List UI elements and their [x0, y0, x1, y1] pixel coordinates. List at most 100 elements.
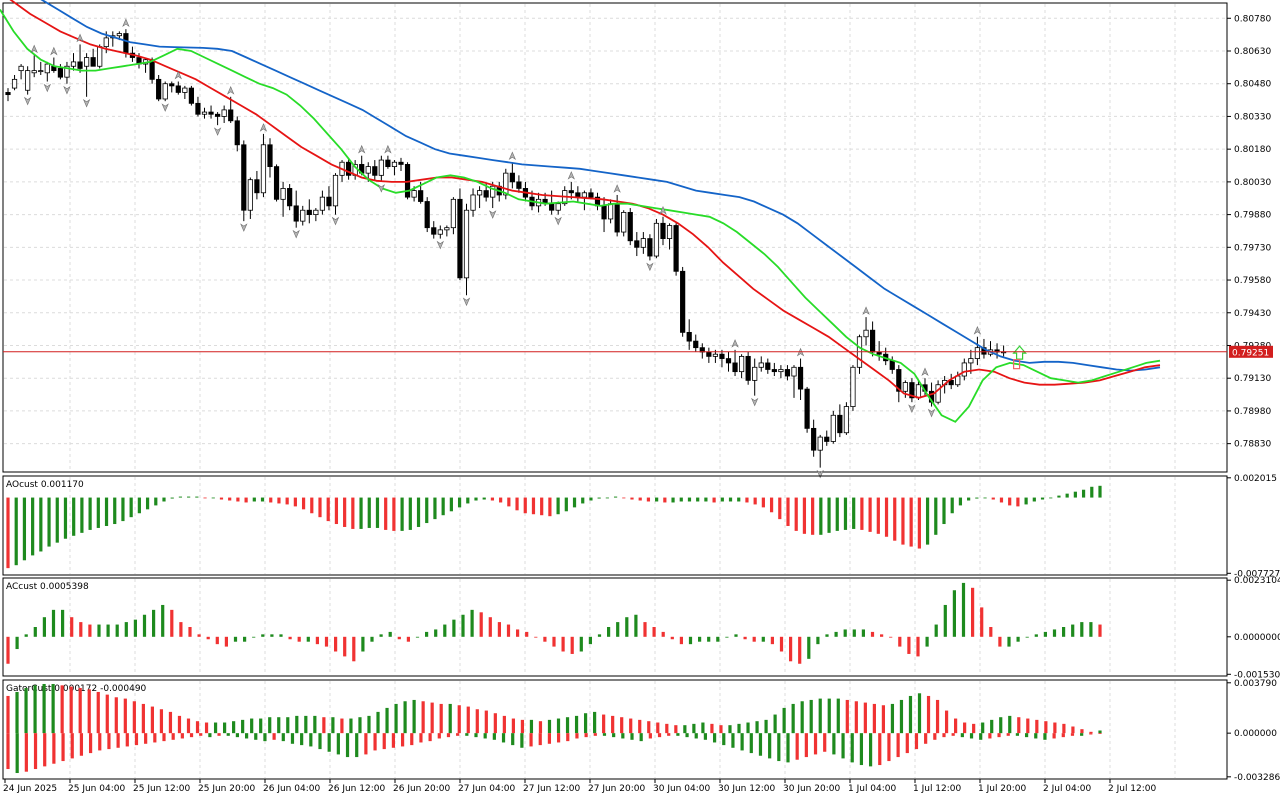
bear-candle[interactable] [627, 208, 633, 246]
bull-candle[interactable] [902, 380, 908, 398]
bull-candle[interactable] [850, 365, 856, 411]
bull-candle[interactable] [640, 232, 646, 254]
bear-candle[interactable] [195, 96, 201, 117]
bear-candle[interactable] [372, 160, 378, 180]
bear-candle[interactable] [719, 349, 725, 368]
bear-candle[interactable] [647, 234, 653, 261]
bull-candle[interactable] [391, 160, 398, 176]
bear-candle[interactable] [241, 140, 247, 222]
bear-candle[interactable] [725, 352, 732, 372]
bull-candle[interactable] [38, 61, 44, 75]
bear-candle[interactable] [188, 85, 194, 106]
bull-candle[interactable] [503, 168, 509, 200]
bull-candle[interactable] [313, 208, 319, 222]
bear-candle[interactable] [424, 197, 430, 233]
bear-candle[interactable] [673, 223, 679, 276]
bear-candle[interactable] [306, 199, 312, 224]
bear-candle[interactable] [516, 175, 522, 193]
bear-candle[interactable] [680, 266, 686, 337]
bull-candle[interactable] [974, 336, 981, 366]
bull-candle[interactable] [555, 201, 561, 215]
bear-candle[interactable] [660, 216, 666, 246]
bull-candle[interactable] [739, 354, 745, 379]
bear-candle[interactable] [784, 365, 791, 381]
bear-candle[interactable] [5, 88, 11, 102]
bull-candle[interactable] [319, 190, 326, 215]
bear-candle[interactable] [588, 188, 594, 200]
bear-candle[interactable] [214, 112, 221, 126]
bear-candle[interactable] [811, 419, 817, 457]
bull-candle[interactable] [476, 186, 483, 209]
bull-candle[interactable] [437, 225, 443, 239]
bear-candle[interactable] [273, 164, 280, 202]
bull-candle[interactable] [863, 317, 869, 346]
bull-candle[interactable] [378, 155, 384, 182]
bull-candle[interactable] [84, 53, 90, 97]
bull-candle[interactable] [843, 402, 850, 435]
bull-candle[interactable] [280, 181, 286, 217]
bull-candle[interactable] [470, 188, 476, 217]
bear-candle[interactable] [326, 186, 332, 211]
bull-candle[interactable] [778, 365, 784, 379]
bear-candle[interactable] [457, 188, 463, 281]
bull-candle[interactable] [961, 358, 967, 381]
bull-candle[interactable] [752, 358, 758, 396]
bear-candle[interactable] [686, 319, 692, 350]
bull-candle[interactable] [450, 197, 457, 235]
bull-candle[interactable] [31, 55, 37, 78]
bear-candle[interactable] [948, 373, 954, 390]
bear-candle[interactable] [483, 184, 489, 202]
bear-candle[interactable] [254, 170, 260, 200]
bull-candle[interactable] [162, 81, 168, 102]
bear-candle[interactable] [398, 157, 404, 171]
bull-candle[interactable] [300, 205, 306, 226]
bull-candle[interactable] [247, 177, 253, 219]
bear-candle[interactable] [896, 365, 902, 403]
bull-candle[interactable] [817, 434, 823, 468]
bull-candle[interactable] [463, 203, 470, 296]
bull-candle[interactable] [332, 173, 339, 215]
bear-candle[interactable] [208, 105, 214, 119]
bull-candle[interactable] [11, 74, 18, 91]
bear-candle[interactable] [169, 81, 175, 93]
bull-candle[interactable] [25, 66, 31, 95]
bull-candle[interactable] [260, 133, 267, 198]
bull-candle[interactable] [791, 365, 797, 398]
bear-candle[interactable] [90, 48, 96, 67]
bull-candle[interactable] [830, 410, 836, 444]
bear-candle[interactable] [287, 184, 293, 211]
bear-candle[interactable] [837, 404, 843, 438]
bear-candle[interactable] [293, 190, 299, 228]
bull-candle[interactable] [182, 85, 188, 99]
bear-candle[interactable] [824, 430, 830, 446]
bull-candle[interactable] [64, 61, 70, 84]
ao-indicator-pane[interactable]: 0.002015 -0.007727 AOcust 0.001170 [2, 474, 1280, 579]
bull-candle[interactable] [221, 105, 227, 123]
bull-candle[interactable] [490, 181, 496, 209]
bull-candle[interactable] [70, 53, 77, 71]
bear-candle[interactable] [693, 334, 699, 353]
bear-candle[interactable] [156, 74, 162, 102]
ac-indicator-pane[interactable]: 0.0023104 0.0000000 -0.0015306 ACcust 0.000… [2, 576, 1280, 680]
bear-candle[interactable] [345, 157, 352, 180]
bear-candle[interactable] [385, 155, 391, 169]
bear-candle[interactable] [77, 44, 83, 73]
bear-candle[interactable] [234, 116, 240, 152]
gator-indicator-pane[interactable]: 0.003790 0.000000 -0.003286 GatorCust 0.000… [2, 679, 1280, 783]
bear-candle[interactable] [797, 358, 804, 401]
bear-candle[interactable] [267, 138, 273, 178]
bear-candle[interactable] [765, 358, 771, 374]
bear-candle[interactable] [634, 232, 640, 257]
bull-candle[interactable] [44, 61, 50, 82]
bear-candle[interactable] [228, 96, 234, 123]
bear-candle[interactable] [771, 362, 777, 377]
bear-candle[interactable] [509, 162, 515, 189]
bull-candle[interactable] [653, 218, 660, 259]
bear-candle[interactable] [732, 349, 738, 377]
bull-candle[interactable] [444, 225, 450, 237]
bull-candle[interactable] [666, 223, 673, 250]
bull-candle[interactable] [758, 356, 764, 372]
bear-candle[interactable] [175, 81, 181, 95]
bear-candle[interactable] [431, 221, 437, 239]
main-price-pane[interactable]: 0.80780 0.80630 0.80480 0.80330 0.80180 0.800… [0, 0, 1273, 479]
